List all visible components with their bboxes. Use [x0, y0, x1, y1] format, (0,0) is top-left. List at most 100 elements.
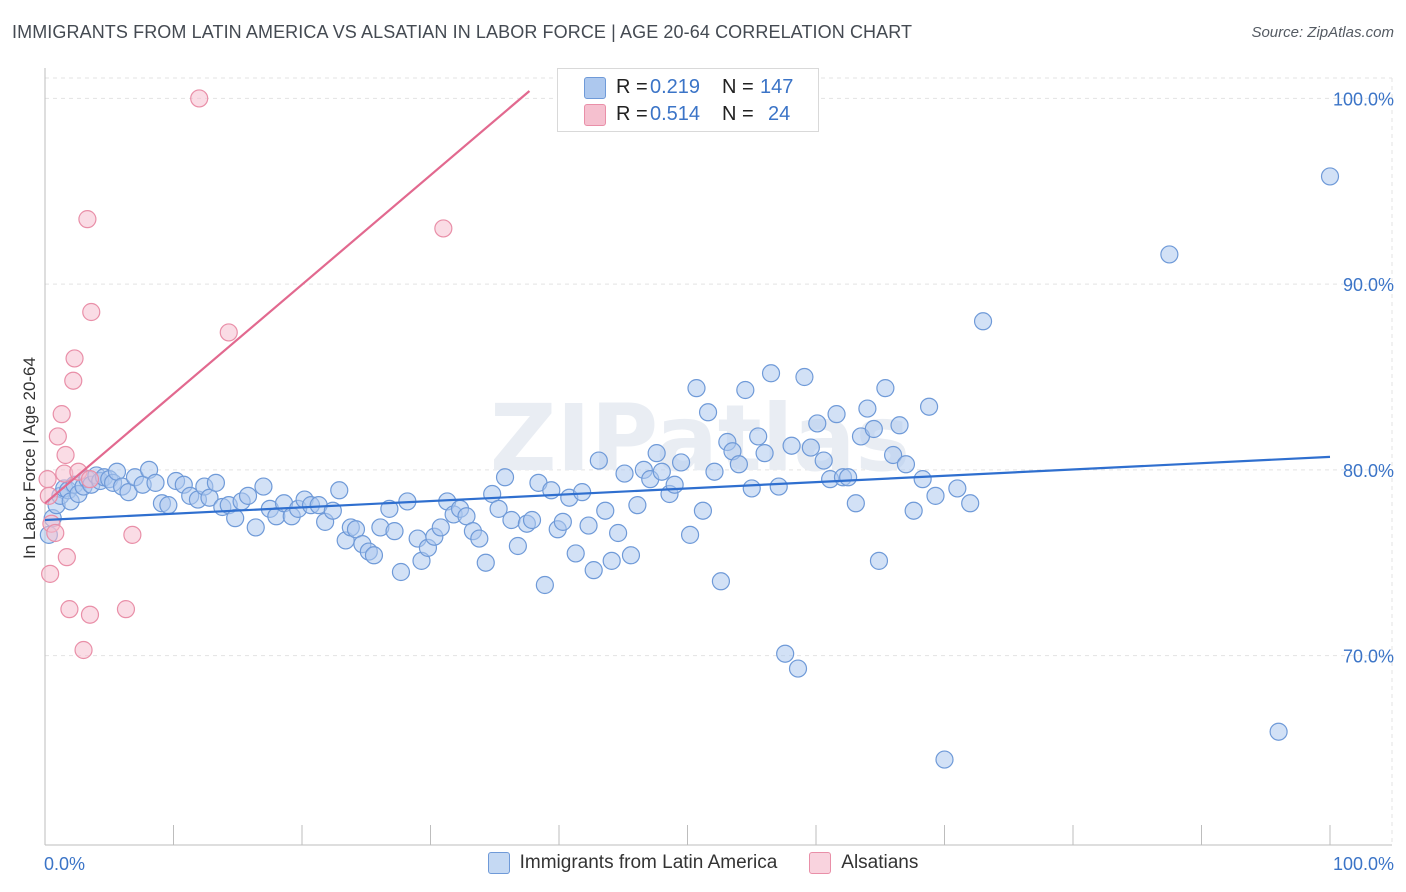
data-point	[391, 562, 411, 582]
series-alsatians	[38, 89, 453, 660]
data-point	[64, 371, 83, 390]
data-point	[254, 477, 273, 496]
stats-legend: R = 0.219 N = 147 R = 0.514 N = 24	[557, 68, 819, 132]
data-point	[729, 455, 749, 474]
data-point	[553, 512, 572, 531]
r-label: R =	[616, 102, 648, 125]
data-point	[1160, 245, 1179, 264]
data-point	[431, 518, 450, 537]
data-point	[742, 479, 761, 498]
trend-lines	[44, 90, 1331, 522]
data-point	[795, 367, 814, 387]
data-point	[948, 479, 967, 498]
data-point	[913, 470, 932, 489]
source-credit: Source: ZipAtlas.com	[1251, 24, 1394, 41]
data-point	[621, 546, 641, 565]
data-point	[74, 640, 93, 660]
data-point	[935, 750, 954, 769]
data-point	[330, 481, 349, 500]
data-point	[890, 416, 909, 435]
data-point	[385, 522, 404, 541]
data-point	[858, 399, 877, 418]
data-point	[80, 470, 100, 489]
data-point	[495, 468, 515, 487]
data-point	[434, 219, 453, 238]
data-point	[846, 494, 865, 513]
data-point	[46, 523, 65, 543]
data-point	[123, 525, 142, 544]
data-point	[226, 509, 245, 528]
data-point	[579, 516, 598, 535]
r-value-blue: 0.219	[650, 75, 701, 98]
data-point	[1320, 167, 1340, 186]
bottom-legend: Immigrants from Latin America Alsatians	[0, 852, 1406, 874]
data-point	[190, 89, 209, 108]
data-point	[589, 451, 608, 470]
y-axis-label: In Labor Force | Age 20-64	[20, 357, 39, 559]
data-point	[693, 501, 713, 520]
data-point	[814, 451, 833, 470]
y-tick-label: 90.0%	[1343, 275, 1394, 295]
chart-title: IMMIGRANTS FROM LATIN AMERICA VS ALSATIA…	[12, 22, 913, 42]
data-point	[609, 523, 628, 543]
data-point	[470, 529, 489, 548]
legend-item-alsatians[interactable]: Alsatians	[809, 852, 918, 874]
data-point	[839, 468, 858, 487]
data-point	[1269, 722, 1288, 741]
data-point	[896, 455, 916, 474]
data-point	[801, 438, 820, 457]
data-point	[146, 473, 165, 492]
data-point	[736, 380, 755, 400]
data-point	[78, 210, 97, 229]
data-point	[973, 312, 993, 331]
data-point	[883, 445, 903, 465]
r-value-pink: 0.514	[650, 102, 701, 125]
y-tick-label: 80.0%	[1343, 461, 1394, 481]
data-point	[776, 644, 795, 663]
data-point	[687, 379, 706, 398]
data-point	[926, 486, 945, 505]
data-point	[238, 486, 258, 505]
data-point	[647, 444, 666, 463]
data-point	[206, 473, 226, 492]
legend-swatch-blue	[487, 852, 510, 874]
data-point	[522, 510, 542, 530]
data-point	[566, 544, 585, 563]
data-point	[698, 403, 718, 422]
data-point	[52, 405, 71, 424]
data-point	[705, 462, 724, 481]
data-point	[246, 518, 265, 537]
trend-line-latin-america	[44, 455, 1331, 522]
data-point	[65, 349, 84, 368]
legend-item-latin-america[interactable]: Immigrants from Latin America	[487, 852, 777, 874]
data-point	[602, 551, 621, 570]
x-tick-label-min: 0.0%	[44, 854, 85, 874]
data-point	[596, 501, 615, 520]
data-point	[749, 427, 768, 446]
data-point	[56, 445, 75, 465]
data-point	[769, 477, 788, 496]
data-point	[680, 525, 700, 544]
n-value-pink: 24	[768, 102, 791, 125]
data-point	[869, 551, 889, 570]
data-point	[535, 575, 554, 595]
swatch-pink	[584, 104, 606, 126]
data-point	[615, 464, 634, 483]
data-point	[502, 510, 521, 530]
data-point	[827, 405, 846, 424]
data-point	[57, 548, 76, 567]
tick-labels: 70.0% 80.0% 90.0% 100.0% 0.0% 100.0%	[44, 89, 1394, 874]
series-latin-america	[39, 167, 1340, 769]
data-point	[82, 302, 101, 322]
axes	[44, 68, 1392, 846]
data-point	[876, 379, 895, 398]
legend-swatch-pink	[809, 852, 832, 874]
data-point	[761, 364, 781, 383]
data-point	[41, 564, 60, 583]
trend-line-alsatians	[44, 90, 531, 505]
data-point	[219, 323, 238, 342]
data-point	[904, 501, 923, 520]
swatch-blue	[584, 77, 606, 99]
y-tick-label: 100.0%	[1333, 89, 1394, 109]
